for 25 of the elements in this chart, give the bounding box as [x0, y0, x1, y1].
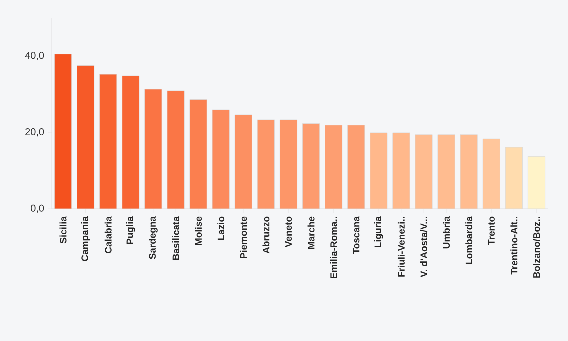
x-tick-label: Campania [81, 216, 90, 262]
x-tick-label: Sicilia [60, 216, 67, 244]
x-tick-label: Lombardia [466, 216, 473, 264]
y-tick-label: 20,0 [26, 128, 44, 137]
x-tick-label: Puglia [126, 216, 136, 244]
x-tick-label: Trentino-Alt.. [510, 217, 518, 275]
x-tick-label: Molise [195, 216, 202, 246]
y-tick-label: 40,0 [25, 52, 44, 60]
x-tick-label: Basilicata [172, 216, 180, 260]
x-tick-label: Friuli-Venezi.. [398, 217, 405, 277]
x-tick-label: Liguria [374, 216, 384, 248]
x-tick-label: Toscana [353, 216, 360, 254]
x-tick-label: Umbria [443, 216, 450, 249]
x-tick-label: Bolzano/Boz.. [533, 217, 540, 278]
x-tick-label: Abruzzo [262, 216, 270, 254]
x-tick-label: V. d'Aosta/V... [420, 217, 428, 278]
y-tick-label: 0,0 [31, 204, 44, 214]
x-tick-label: Veneto [285, 216, 292, 248]
x-tick-label: Trento [488, 216, 495, 246]
x-tick-label: Piemonte [240, 216, 248, 258]
x-tick-label: Marche [308, 216, 315, 250]
x-tick-label: Emilia-Roma.. [330, 217, 338, 278]
x-tick-label: Sardegna [149, 216, 158, 260]
x-tick-label: Lazio [218, 216, 225, 240]
x-tick-label: Calabria [104, 216, 112, 254]
